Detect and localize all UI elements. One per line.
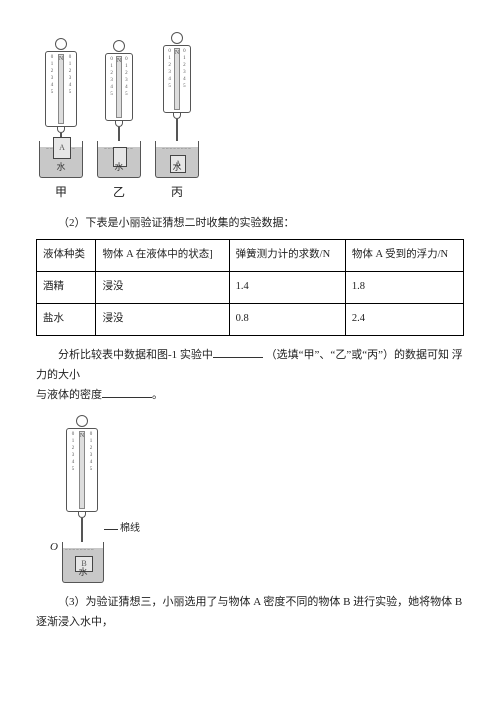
blank-1 (213, 346, 263, 358)
table-header: 物体 A 受到的浮力/N (345, 240, 463, 272)
q3-text: （3）为验证猜想三，小丽选用了与物体 A 密度不同的物体 B 进行实验，她将物体… (36, 593, 464, 633)
table-header: 液体种类 (37, 240, 96, 272)
data-table: 液体种类物体 A 在液体中的状态]弹簧测力计的求数/N物体 A 受到的浮力/N … (36, 239, 464, 336)
analysis-post: 与液体的密度 (36, 386, 102, 406)
figure-1-labels: 甲乙丙 (36, 182, 464, 204)
table-row: 盐水浸没0.82.4 (37, 304, 464, 336)
table-header: 弹簧测力计的求数/N (229, 240, 345, 272)
analysis-pre: 分析比较表中数据和图-1 实验中 (58, 349, 213, 361)
table-header: 物体 A 在液体中的状态] (96, 240, 229, 272)
q2-intro: （2）下表是小丽验证猜想二时收集的实验数据： (36, 214, 464, 234)
figure-2: N 012345 012345 棉线 O ~~~~~~~~ B 水 (62, 415, 464, 583)
table-row: 酒精浸没1.41.8 (37, 272, 464, 304)
figure-1: N 012345 012345 ~~~~~~~~ A 水 N 012345 01… (36, 32, 464, 178)
blank-2 (102, 386, 152, 398)
analysis-text: 分析比较表中数据和图-1 实验中 （选填“甲”、“乙”或“丙”）的数据可知 浮力… (36, 346, 464, 405)
analysis-end: 。 (152, 389, 163, 401)
